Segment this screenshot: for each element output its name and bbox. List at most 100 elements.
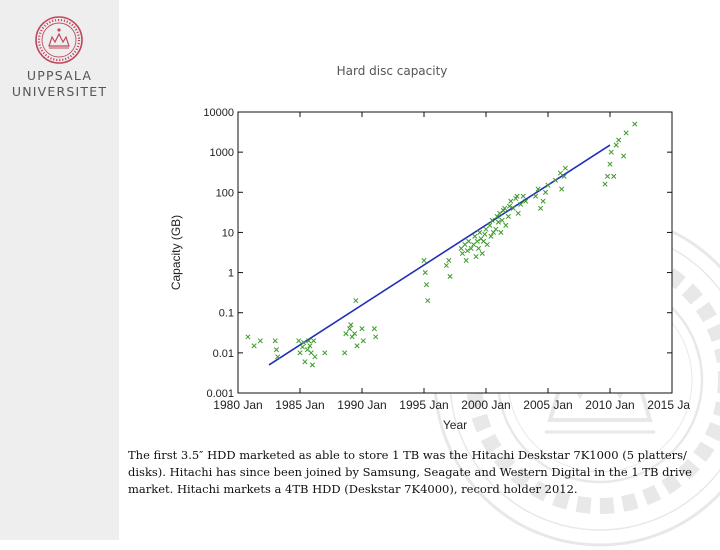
data-point xyxy=(542,189,549,195)
data-point xyxy=(308,350,314,356)
data-point xyxy=(309,362,315,368)
data-point xyxy=(458,245,464,251)
data-point xyxy=(502,205,508,211)
y-tick-label: 0.001 xyxy=(206,388,234,400)
data-point xyxy=(464,248,470,254)
data-point xyxy=(602,181,608,187)
data-point xyxy=(425,298,431,304)
university-name-line1: UPPSALA xyxy=(26,68,93,83)
y-tick-label: 10000 xyxy=(203,107,234,119)
data-point xyxy=(613,142,619,148)
data-point xyxy=(347,326,353,332)
data-point xyxy=(514,193,520,199)
data-point xyxy=(508,198,514,204)
university-name-line2: UNIVERSITET xyxy=(11,84,108,99)
data-point xyxy=(497,210,503,216)
data-point xyxy=(302,359,308,365)
data-point xyxy=(611,173,617,179)
data-point xyxy=(272,338,278,344)
x-tick-label: 2005 Jan xyxy=(523,398,572,412)
data-point xyxy=(423,282,430,288)
data-point xyxy=(354,343,360,349)
data-point xyxy=(540,198,546,204)
data-point xyxy=(484,241,490,248)
data-point xyxy=(371,326,377,332)
data-point xyxy=(632,121,638,127)
data-point xyxy=(479,250,485,256)
data-point xyxy=(273,347,279,353)
data-point xyxy=(533,193,539,199)
x-axis-label: Year xyxy=(443,418,467,432)
data-point xyxy=(443,262,449,269)
data-point xyxy=(472,233,478,239)
data-point xyxy=(561,173,567,179)
data-point xyxy=(311,338,317,344)
data-point xyxy=(257,338,263,344)
data-point xyxy=(312,354,318,360)
data-point xyxy=(507,203,513,209)
data-point xyxy=(489,217,495,223)
data-point xyxy=(545,182,551,188)
y-axis-label: Capacity (GB) xyxy=(169,215,183,290)
data-point xyxy=(473,254,479,260)
trend-line xyxy=(268,144,611,366)
data-point xyxy=(348,322,354,328)
data-point xyxy=(510,205,516,211)
data-point xyxy=(296,338,302,344)
x-tick-label: 2010 Jan xyxy=(585,398,634,412)
sidebar: UPPSALA UNIVERSITET xyxy=(0,0,119,540)
data-point xyxy=(515,210,521,216)
data-point xyxy=(352,331,358,337)
data-point xyxy=(466,238,472,244)
data-point xyxy=(538,205,544,211)
y-tick-label: 0.1 xyxy=(219,308,234,320)
data-point xyxy=(245,334,251,340)
data-point xyxy=(251,343,257,349)
data-point xyxy=(463,257,469,264)
data-point xyxy=(307,343,313,349)
data-point xyxy=(360,338,366,344)
data-point xyxy=(342,350,348,356)
chart-title: Hard disc capacity xyxy=(336,64,448,78)
data-point xyxy=(552,177,558,183)
data-point xyxy=(353,298,359,304)
data-point xyxy=(621,153,627,159)
data-point xyxy=(306,338,312,344)
data-point xyxy=(623,130,629,136)
plot-frame xyxy=(237,111,673,394)
data-point xyxy=(322,350,328,356)
data-point xyxy=(482,231,488,237)
data-point xyxy=(559,186,565,192)
data-point xyxy=(523,198,529,204)
data-point xyxy=(487,222,493,228)
data-point xyxy=(297,350,303,356)
x-tick-label: 1995 Jan xyxy=(399,398,448,412)
data-point xyxy=(604,173,611,179)
data-point xyxy=(493,226,499,232)
data-point xyxy=(301,340,307,346)
y-tick-label: 100 xyxy=(216,187,234,199)
data-point xyxy=(505,213,511,220)
x-tick-label: 1980 Jan xyxy=(213,398,262,412)
data-point xyxy=(483,226,489,232)
x-tick-label: 2000 Jan xyxy=(461,398,510,412)
data-point xyxy=(520,193,526,199)
data-point xyxy=(299,344,306,350)
data-point xyxy=(447,273,453,280)
hard-disc-capacity-chart: 1980 Jan 1985 Jan 1990 Jan 1995 Jan 2000 Jan… xyxy=(169,107,690,432)
data-point xyxy=(503,222,509,228)
data-point xyxy=(499,217,505,223)
x-tick-label: 1990 Jan xyxy=(337,398,386,412)
data-point xyxy=(518,201,524,207)
y-tick-label: 0.01 xyxy=(213,348,234,360)
data-point xyxy=(562,165,568,171)
data-point xyxy=(608,149,614,155)
data-point xyxy=(373,334,379,340)
data-point xyxy=(421,257,427,264)
data-point xyxy=(476,245,482,251)
data-point xyxy=(495,219,501,225)
data-point xyxy=(474,238,480,244)
x-tick-label: 2015 Jan xyxy=(647,398,690,412)
data-point xyxy=(535,186,541,192)
data-point xyxy=(468,245,474,251)
